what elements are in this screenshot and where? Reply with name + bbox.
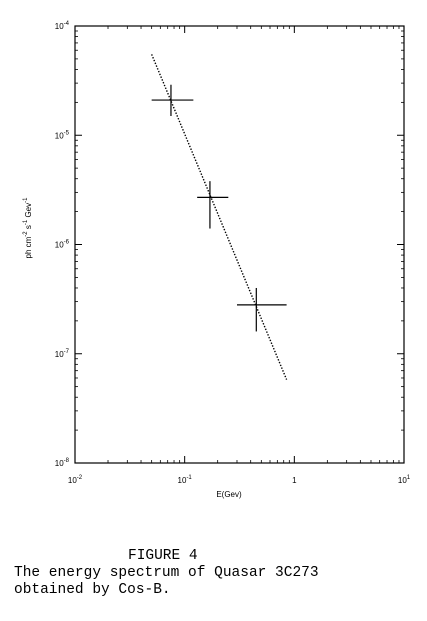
- caption-line-2: obtained by Cos-B.: [14, 582, 171, 598]
- y-axis-ticks: 10-8 10-7 10-6 10-5 10-4: [55, 21, 404, 468]
- y-tick-label: 10-4: [55, 21, 70, 31]
- y-tick-label: 10-8: [55, 458, 70, 468]
- x-tick-label: 1: [292, 476, 297, 485]
- x-tick-label: 101: [398, 475, 411, 485]
- y-tick-label: 10-5: [55, 130, 70, 140]
- x-axis-ticks: 10-2 10-1 1 101: [68, 26, 411, 485]
- fit-line: [151, 54, 288, 380]
- plot-frame: [74, 25, 405, 464]
- fit-line-group: [151, 54, 288, 380]
- x-axis-title: E(Gev): [216, 490, 242, 499]
- energy-spectrum-chart: 10-2 10-1 1 101 10-8 10-7 10-6 10-5 10-4 E(Gev)…: [23, 21, 411, 499]
- figure-label: FIGURE 4: [128, 548, 198, 564]
- data-points: [151, 84, 287, 332]
- caption-line-1: The energy spectrum of Quasar 3C273: [14, 565, 319, 581]
- y-tick-label: 10-6: [55, 240, 70, 250]
- x-tick-label: 10-1: [178, 475, 193, 485]
- y-tick-label: 10-7: [55, 349, 70, 359]
- y-axis-title: ph cm-2 s-1 Gev-1: [23, 197, 33, 259]
- x-tick-label: 10-2: [68, 475, 83, 485]
- figure-caption: FIGURE 4 The energy spectrum of Quasar 3…: [14, 548, 424, 599]
